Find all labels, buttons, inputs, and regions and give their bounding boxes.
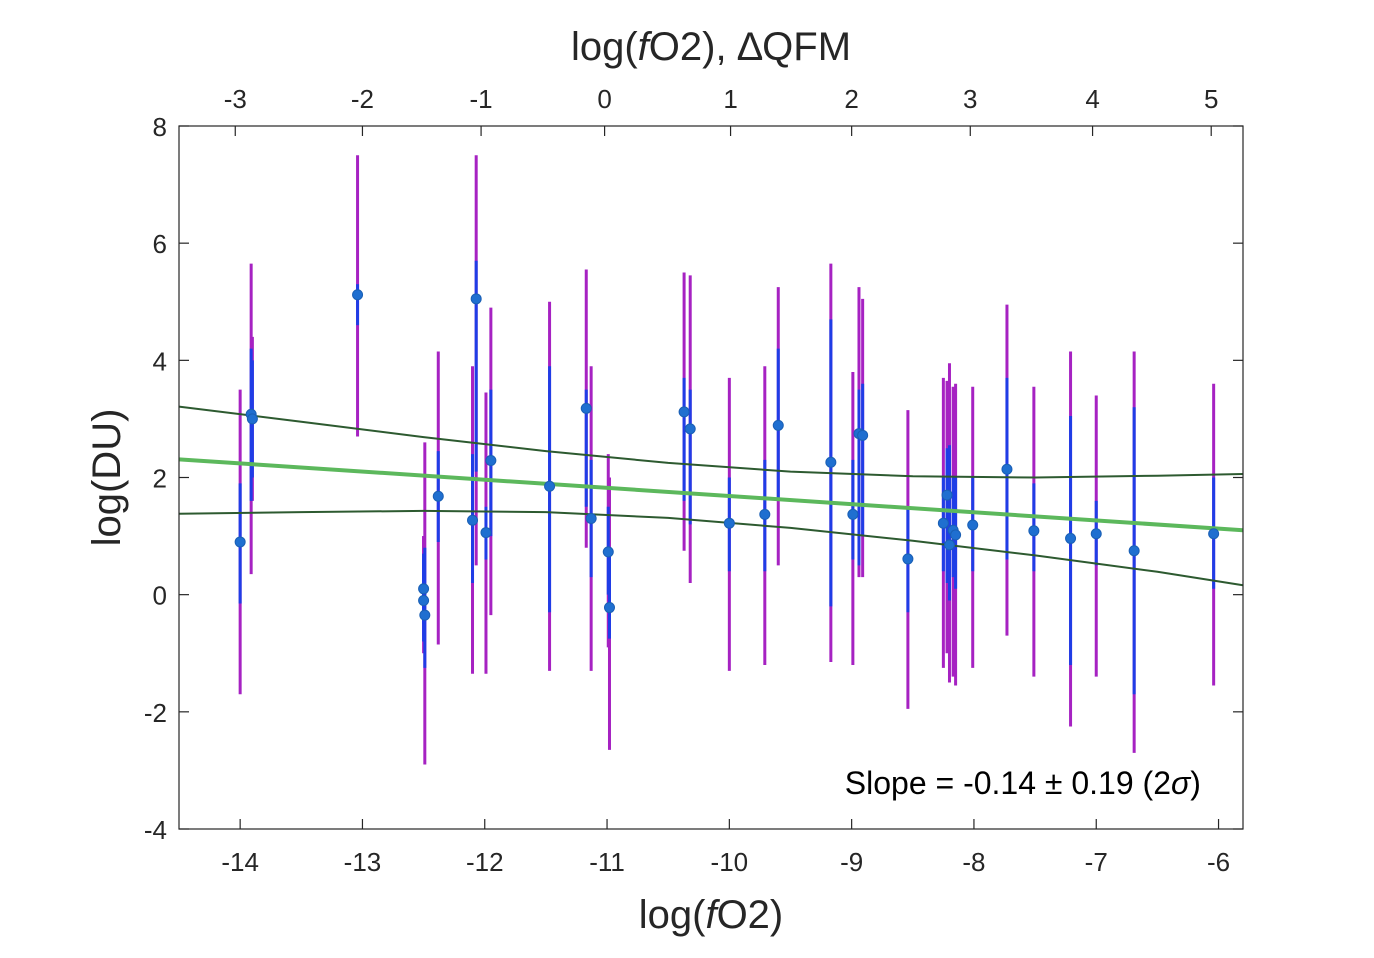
- fit-line: [178, 457, 1244, 533]
- outer-error-bars: [238, 155, 1216, 765]
- data-point-32: [967, 519, 979, 531]
- data-point-6: [419, 609, 431, 621]
- top-tick-label-6: 3: [963, 84, 977, 114]
- data-point-27: [937, 517, 949, 529]
- data-point-25: [857, 429, 869, 441]
- y-tick-label-2: 0: [153, 581, 167, 611]
- data-point-3: [352, 289, 364, 301]
- data-point-36: [1090, 528, 1102, 540]
- axes: -14 -13 -12 -11 -10 -9 -8 -7 -6-3 -2 -1 0 1 2 3 4 5-4-20…: [144, 84, 1244, 877]
- data-point-33: [1001, 463, 1013, 475]
- x-tick-label-3: -11: [589, 847, 625, 877]
- data-point-23: [847, 508, 859, 520]
- data-point-5: [418, 595, 430, 607]
- data-point-14: [585, 513, 597, 525]
- data-point-35: [1065, 532, 1077, 544]
- data-point-7: [432, 490, 444, 502]
- top-tick-label-7: 4: [1085, 84, 1099, 114]
- data-point-38: [1208, 528, 1220, 540]
- data-point-19: [723, 517, 735, 529]
- data-point-34: [1028, 525, 1040, 537]
- x-tick-label-8: -6: [1207, 847, 1230, 877]
- top-tick-label-1: -2: [351, 84, 374, 114]
- y-tick-label-5: 6: [153, 229, 167, 259]
- data-point-18: [684, 423, 696, 435]
- data-point-37: [1128, 545, 1140, 557]
- data-point-13: [580, 402, 592, 414]
- data-point-11: [485, 455, 497, 467]
- y-tick-label-4: 4: [153, 346, 167, 376]
- data-point-12: [544, 480, 556, 492]
- top-tick-label-8: 5: [1204, 84, 1218, 114]
- top-tick-label-5: 2: [844, 84, 858, 114]
- data-point-4: [418, 583, 430, 595]
- top-tick-label-2: -1: [470, 84, 493, 114]
- data-point-21: [772, 419, 784, 431]
- slope-annotation: Slope = -0.14 ± 0.19 (2σ): [845, 765, 1201, 801]
- y-tick-label-3: 2: [153, 464, 167, 494]
- top-axis-label: log(fO2), ∆QFM: [571, 25, 851, 69]
- data-point-2: [246, 413, 258, 425]
- data-point-22: [825, 456, 837, 468]
- y-axis-label: log(DU): [85, 409, 129, 547]
- x-tick-label-6: -8: [962, 847, 985, 877]
- data-point-8: [467, 514, 479, 526]
- top-tick-label-0: -3: [224, 84, 247, 114]
- x-tick-label-2: -12: [466, 847, 504, 877]
- x-tick-label-0: -14: [221, 847, 259, 877]
- data-point-15: [602, 546, 614, 558]
- data-point-17: [678, 406, 690, 418]
- top-tick-label-4: 1: [723, 84, 737, 114]
- data-point-31: [950, 529, 962, 541]
- regression-fit: [178, 457, 1244, 533]
- data-point-9: [470, 293, 482, 305]
- data-point-10: [480, 527, 492, 539]
- y-tick-label-1: -2: [144, 698, 167, 728]
- data-point-0: [234, 536, 246, 548]
- x-tick-label-1: -13: [344, 847, 382, 877]
- data-point-26: [902, 553, 914, 565]
- data-point-16: [603, 602, 615, 614]
- data-point-29: [943, 539, 955, 551]
- confidence-band-upper: [178, 405, 1244, 479]
- confidence-band-lower: [178, 509, 1244, 587]
- data-points: [234, 289, 1220, 621]
- x-tick-label-5: -9: [840, 847, 863, 877]
- y-tick-label-6: 8: [153, 112, 167, 142]
- data-point-20: [759, 508, 771, 520]
- top-tick-label-3: 0: [597, 84, 611, 114]
- y-tick-label-0: -4: [144, 815, 167, 845]
- x-tick-label-7: -7: [1085, 847, 1108, 877]
- data-point-28: [941, 489, 953, 501]
- x-tick-label-4: -10: [711, 847, 749, 877]
- x-axis-label: log(fO2): [639, 893, 784, 937]
